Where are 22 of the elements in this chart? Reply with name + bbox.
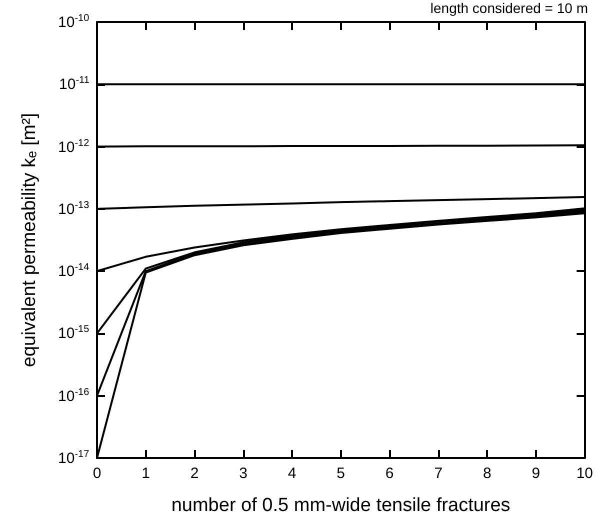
x-tick-label: 1 (142, 465, 150, 482)
y-tick-label: 10$^{-11}$ (59, 75, 90, 94)
y-tick-label: 10$^{-10}$ (58, 13, 90, 31)
x-tick-label: 3 (239, 465, 248, 482)
x-tick-label: 9 (532, 465, 540, 482)
y-tick-label: 10$^{-16}$ (58, 386, 90, 405)
x-tick-label: 0 (92, 465, 102, 482)
y-tick-label: 10$^{-14}$ (58, 262, 90, 280)
x-tick-label: 8 (482, 465, 492, 482)
y-tick-label: 10$^{-15}$ (58, 324, 90, 342)
y-tick-label: 10$^{-17}$ (58, 449, 90, 467)
x-tick-label: 4 (288, 465, 296, 482)
x-tick-label: 5 (336, 465, 345, 482)
y-tick-label: 10$^{-13}$ (58, 200, 90, 218)
x-tick-label: 7 (434, 465, 443, 482)
x-axis-title: number of 0.5 mm-wide tensile fractures (171, 495, 510, 516)
text: length considered = 10 m (430, 0, 588, 16)
x-tick-label: 2 (190, 465, 199, 482)
x-tick-label: 6 (385, 465, 394, 482)
y-axis-title: equivalent permeability kₑ [m²] (19, 112, 40, 368)
x-tick-label: 10 (576, 465, 593, 482)
y-tick-label: 10$^{-12}$ (58, 138, 90, 156)
